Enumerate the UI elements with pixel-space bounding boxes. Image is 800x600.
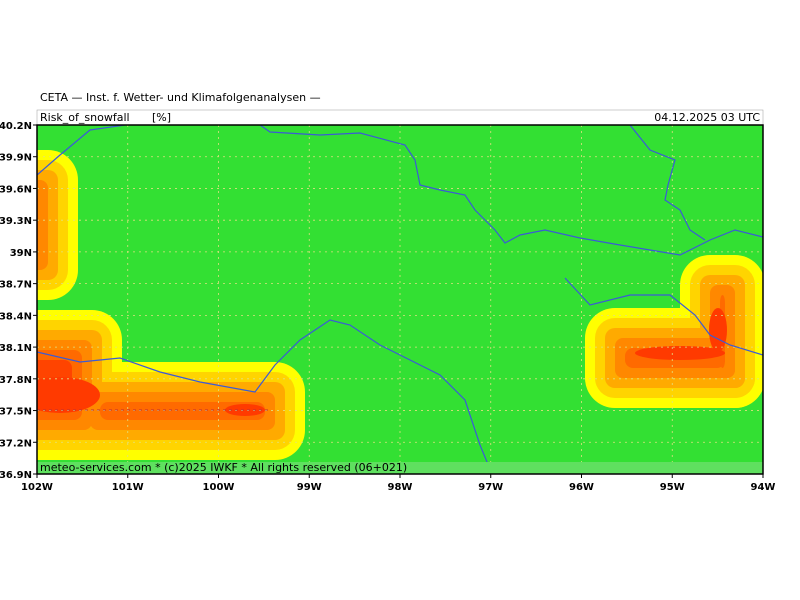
grid bbox=[37, 125, 763, 474]
river bbox=[37, 319, 493, 474]
lon-tick-label: 97W bbox=[478, 482, 503, 493]
risk-contour bbox=[100, 402, 265, 420]
lat-tick-label: 38.4N bbox=[0, 311, 32, 322]
risk-contour bbox=[37, 180, 48, 270]
lat-tick-label: 39N bbox=[10, 248, 32, 259]
lon-tick-label: 94W bbox=[751, 482, 776, 493]
lon-tick-label: 99W bbox=[297, 482, 322, 493]
river bbox=[37, 125, 126, 176]
lat-tick-label: 37.2N bbox=[0, 438, 32, 449]
lon-tick-label: 102W bbox=[21, 482, 53, 493]
lon-tick-label: 100W bbox=[203, 482, 235, 493]
footer-text: meteo-services.com * (c)2025 IWKF * All … bbox=[40, 461, 407, 474]
axes: 40.2N 39.9N 39.6N 39.3N 39N 38.7N 38.4N 38.1N 37… bbox=[0, 121, 775, 493]
lat-tick-label: 39.6N bbox=[0, 184, 32, 195]
lon-tick-label: 96W bbox=[569, 482, 594, 493]
lat-tick-label: 39.3N bbox=[0, 216, 32, 227]
footer-band bbox=[37, 462, 763, 474]
lat-tick-label: 37.8N bbox=[0, 375, 32, 386]
variable-unit: [%] bbox=[152, 111, 171, 124]
risk-core bbox=[225, 404, 265, 416]
lat-tick-label: 40.2N bbox=[0, 121, 32, 132]
valid-time: 04.12.2025 03 UTC bbox=[654, 111, 760, 124]
river bbox=[564, 277, 763, 356]
lon-tick-label: 98W bbox=[388, 482, 413, 493]
lat-tick-label: 38.7N bbox=[0, 280, 32, 291]
lat-tick-label: 37.5N bbox=[0, 407, 32, 418]
snowfall-risk-field bbox=[37, 150, 763, 460]
variable-name: Risk_of_snowfall bbox=[40, 111, 130, 124]
river bbox=[629, 125, 706, 241]
river bbox=[259, 125, 763, 256]
risk-core bbox=[709, 308, 727, 352]
lon-tick-label: 101W bbox=[112, 482, 144, 493]
lon-tick-label: 95W bbox=[660, 482, 685, 493]
lat-tick-label: 39.9N bbox=[0, 153, 32, 164]
lat-tick-label: 38.1N bbox=[0, 343, 32, 354]
header-title: CETA — Inst. f. Wetter- und Klimafolgena… bbox=[40, 91, 321, 104]
risk-core bbox=[635, 346, 725, 360]
lat-tick-label: 36.9N bbox=[0, 470, 32, 481]
risk-core bbox=[37, 377, 100, 413]
rivers bbox=[37, 125, 763, 474]
